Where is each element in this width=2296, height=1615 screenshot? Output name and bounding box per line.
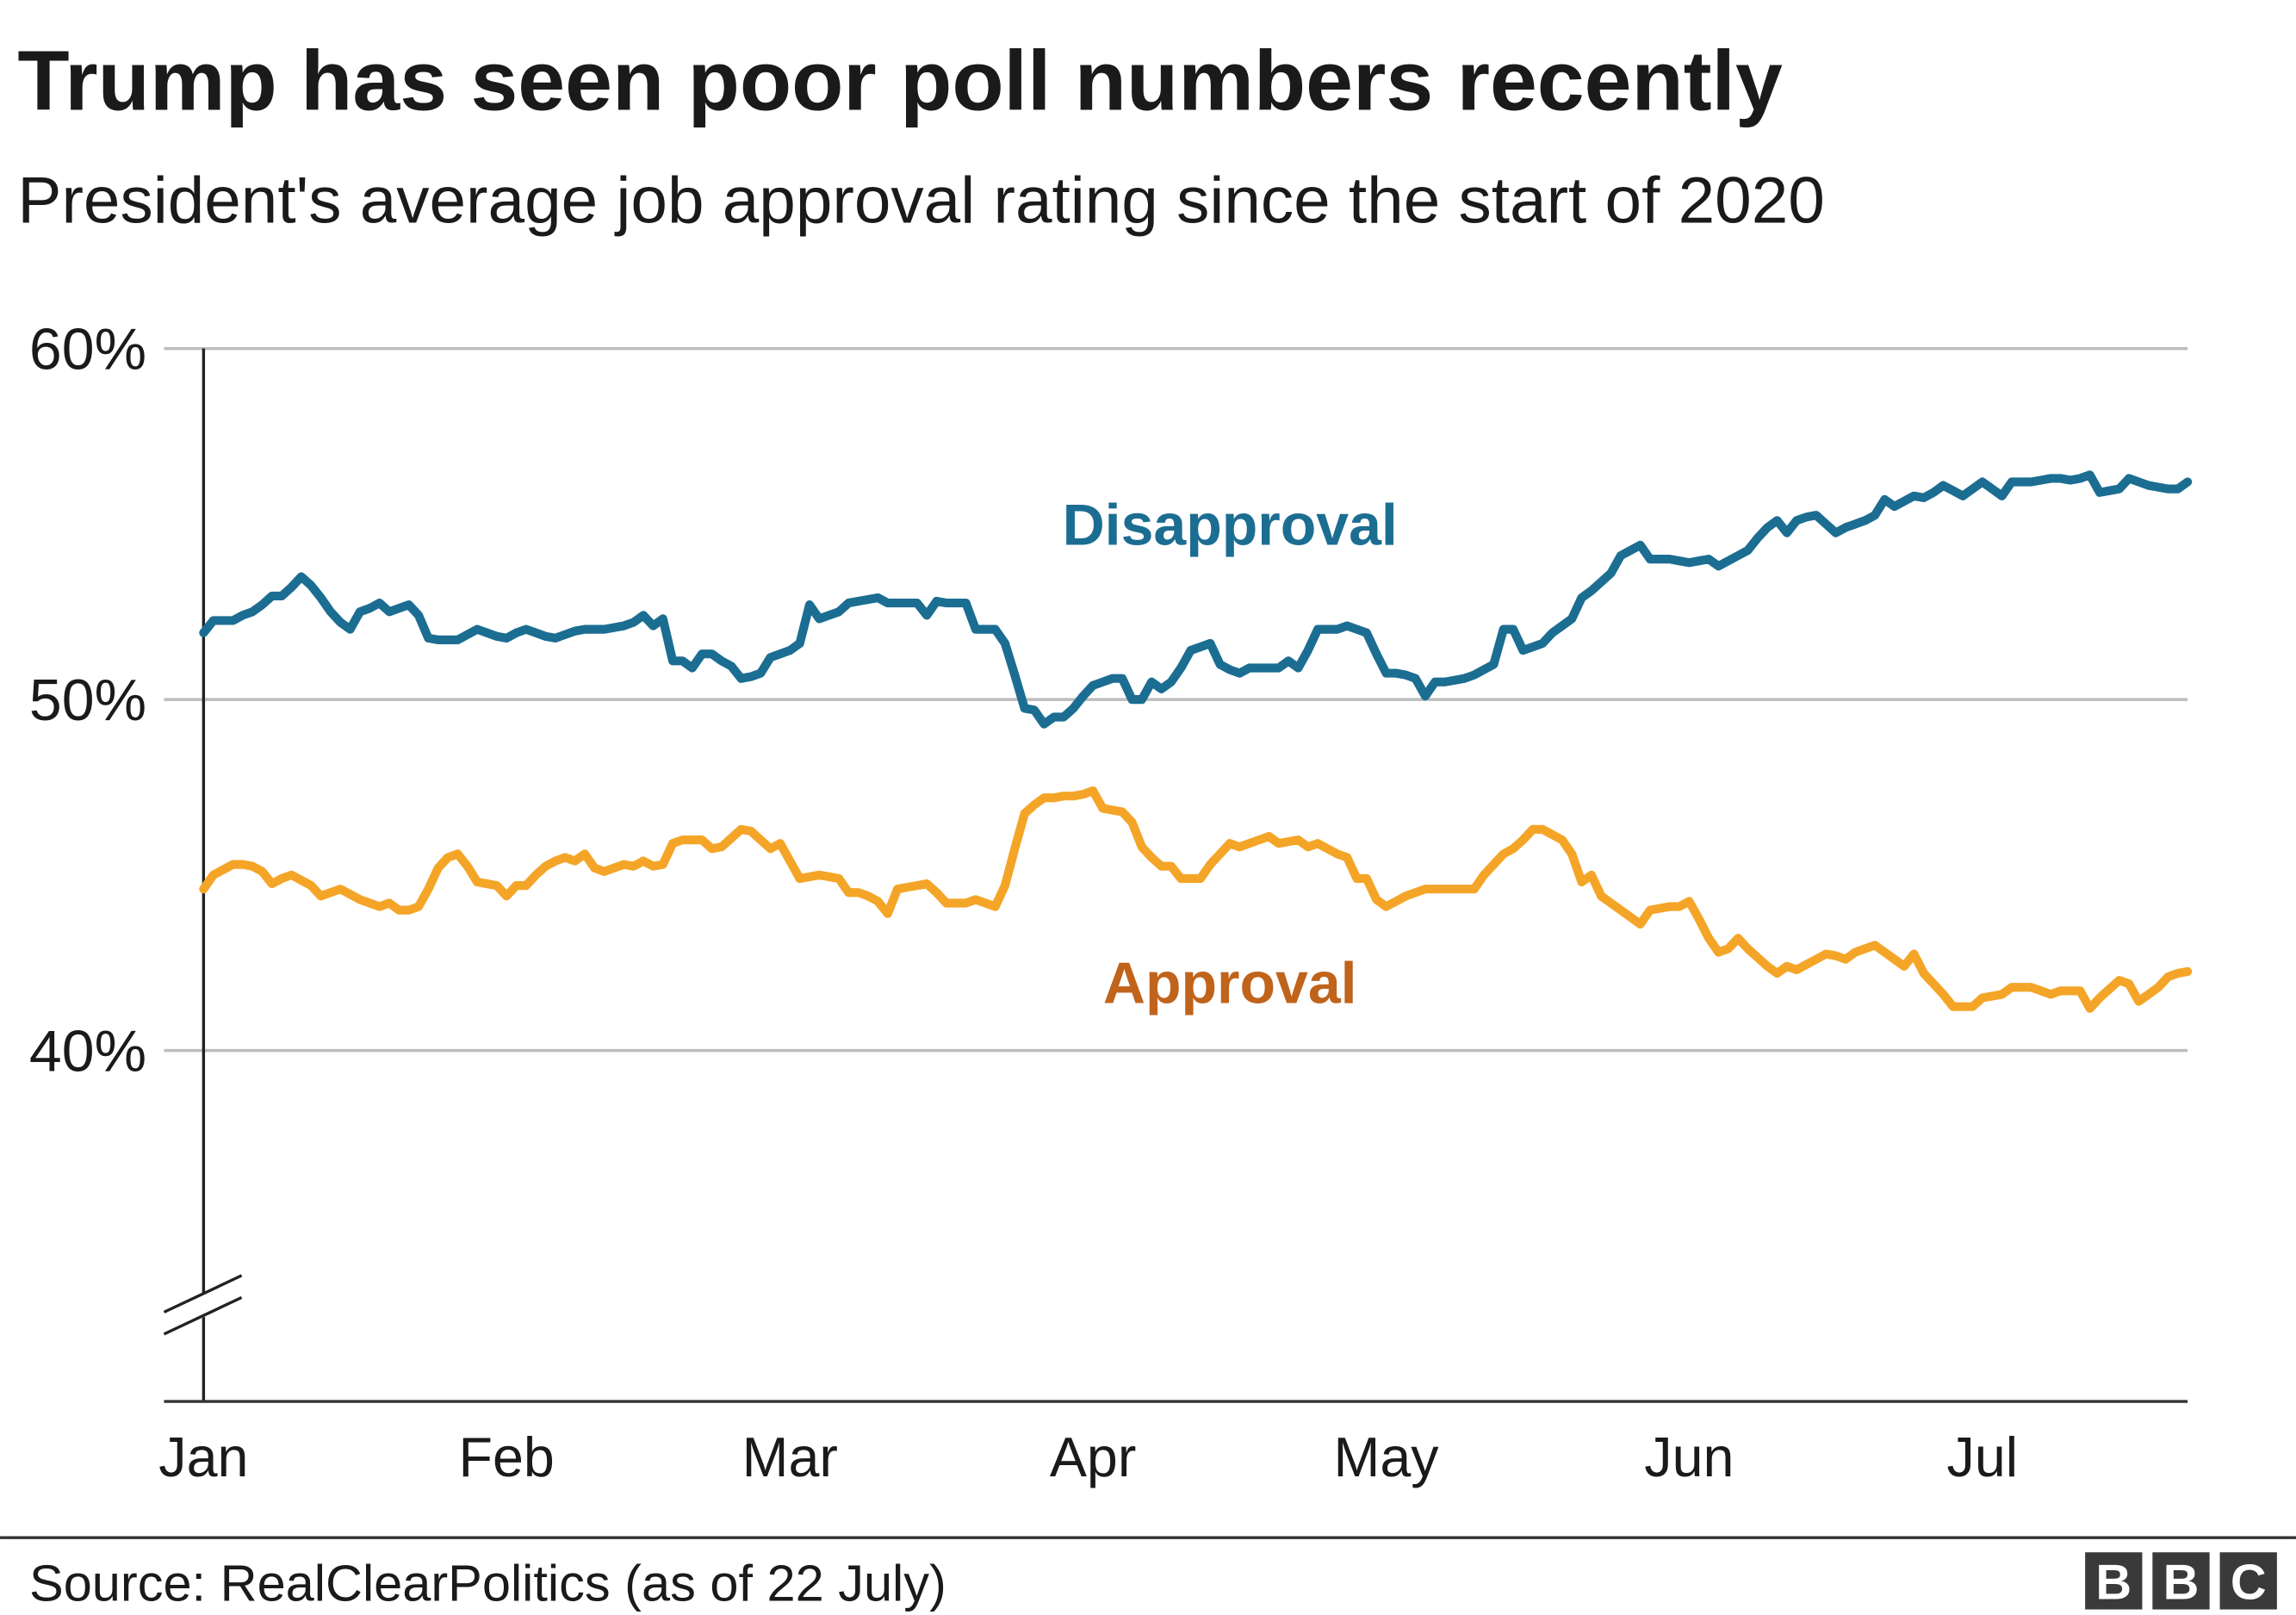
axis-break <box>163 1295 243 1336</box>
logo-letter: B <box>2163 1556 2200 1611</box>
series-label: Disapproval <box>1063 492 1398 557</box>
logo-box <box>2085 1552 2143 1610</box>
source: Source: RealClearPolitics (as of 22 July… <box>29 1554 946 1612</box>
line-series <box>199 786 2193 1013</box>
x-tick-label: Jul <box>1947 1426 2019 1488</box>
chart-title: Trump has seen poor poll numbers recentl… <box>17 34 1783 128</box>
x-tick-label: Jun <box>1644 1426 1734 1488</box>
chart-subtitle: President's average job approval rating … <box>17 164 1824 237</box>
x-tick-label: Apr <box>1050 1426 1137 1488</box>
logo-letter: C <box>2231 1556 2267 1611</box>
x-tick-label: Mar <box>742 1426 838 1488</box>
y-tick-label: 40% <box>29 1018 146 1084</box>
y-tick-label: 60% <box>29 316 146 382</box>
x-tick-label: Feb <box>459 1426 555 1488</box>
axis-break <box>163 1274 243 1314</box>
x-tick-label: Jan <box>158 1426 248 1488</box>
x-tick-label: May <box>1334 1426 1440 1488</box>
logo-letter: B <box>2095 1556 2132 1611</box>
line-series <box>199 470 2193 729</box>
series-label: Approval <box>1103 951 1357 1016</box>
axis-break-gap <box>161 1274 246 1338</box>
logo-box <box>2219 1552 2277 1610</box>
logo-box <box>2152 1552 2210 1610</box>
y-tick-label: 50% <box>29 668 146 733</box>
